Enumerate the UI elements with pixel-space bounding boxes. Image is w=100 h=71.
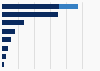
Bar (2, 29, 15, 34)
Bar (59, 4, 78, 9)
Bar (2, 4, 59, 9)
Bar (2, 46, 8, 51)
Bar (2, 20, 24, 25)
Bar (2, 54, 6, 59)
Bar (2, 37, 11, 42)
Bar (2, 62, 4, 67)
Bar (2, 12, 58, 17)
